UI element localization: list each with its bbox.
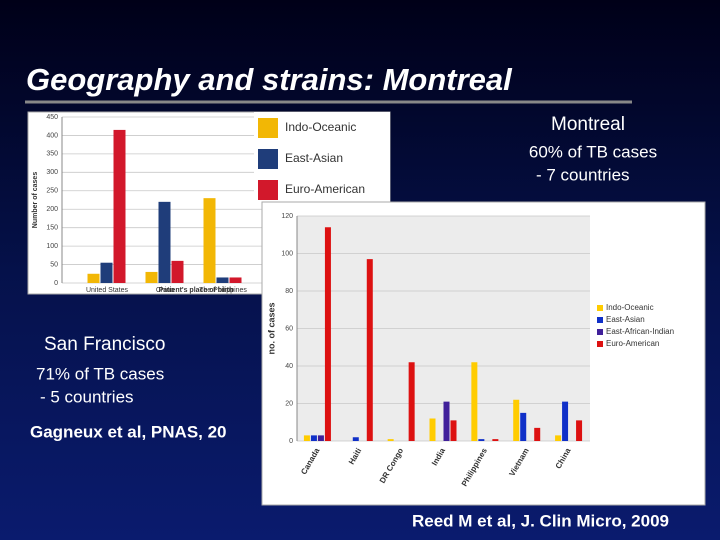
bar — [387, 439, 394, 441]
legend-swatch — [597, 329, 603, 335]
legend-label: Euro-American — [606, 339, 659, 348]
y-tick-label: 100 — [46, 243, 58, 250]
legend-label: East-Asian — [606, 315, 645, 324]
y-tick-label: 200 — [46, 206, 58, 213]
y-tick-label: 20 — [285, 400, 293, 407]
bar — [520, 412, 527, 441]
legend-swatch — [597, 341, 603, 347]
bar — [555, 435, 562, 441]
y-tick-label: 350 — [46, 151, 58, 158]
legend-label: Indo-Oceanic — [606, 303, 654, 312]
chart-sf: 0 50 100 150 200 250 300 350 400 450 Number of cas… — [27, 111, 391, 295]
legend-swatch — [597, 317, 603, 323]
bar — [229, 277, 242, 283]
bar — [450, 420, 457, 441]
y-tick-label: 300 — [46, 169, 58, 176]
y-tick-label: 120 — [281, 213, 293, 220]
bar — [408, 362, 415, 441]
citation: Gagneux et al, PNAS, 20 — [30, 422, 227, 441]
y-tick-label: 100 — [281, 250, 293, 257]
bar — [310, 435, 317, 441]
bar — [171, 260, 184, 283]
y-tick-label: 0 — [289, 438, 293, 445]
x-tick-label: The Philippines — [199, 287, 247, 294]
bar — [478, 439, 485, 441]
y-tick-label: 0 — [54, 280, 58, 287]
bar — [203, 198, 216, 283]
sf-line: - 5 countries — [40, 387, 134, 406]
citation: Reed M et al, J. Clin Micro, 2009 — [412, 511, 669, 530]
y-axis-label: no. of cases — [266, 302, 276, 354]
slide-title: Geography and strains: Montreal — [26, 62, 513, 97]
bar — [534, 427, 541, 441]
y-tick-label: 40 — [285, 363, 293, 370]
legend-label: East-African-Indian — [606, 327, 674, 336]
legend-label: Indo-Oceanic — [285, 120, 356, 134]
sf-line: 71% of TB cases — [36, 364, 164, 383]
bar — [100, 262, 113, 283]
y-axis-label: Number of cases — [32, 172, 39, 229]
legend-swatch — [597, 305, 603, 311]
legend-label: Euro-American — [285, 182, 365, 196]
bar — [562, 401, 569, 441]
legend-label: East-Asian — [285, 151, 343, 165]
x-axis-label: Patient's place of birth — [159, 287, 234, 294]
bar — [216, 277, 229, 283]
bar — [443, 401, 450, 441]
montreal-line: - 7 countries — [536, 165, 630, 184]
legend-swatch — [258, 180, 278, 200]
y-tick-label: 60 — [285, 325, 293, 332]
y-tick-label: 450 — [46, 114, 58, 121]
x-tick-label: United States — [86, 287, 129, 294]
bar — [158, 201, 171, 283]
bar — [492, 439, 499, 441]
bar — [324, 227, 331, 441]
montreal-line: 60% of TB cases — [529, 142, 657, 161]
legend-swatch — [258, 118, 278, 138]
legend-swatch — [258, 149, 278, 169]
y-tick-label: 150 — [46, 225, 58, 232]
bar — [145, 271, 158, 283]
y-tick-label: 400 — [46, 132, 58, 139]
y-tick-label: 50 — [50, 261, 58, 268]
bar — [113, 129, 126, 283]
y-tick-label: 80 — [285, 288, 293, 295]
bar — [317, 435, 324, 441]
bar — [303, 435, 310, 441]
bar — [87, 273, 100, 283]
bar — [429, 418, 436, 441]
x-tick-label: China — [156, 287, 174, 294]
sf-heading: San Francisco — [44, 334, 165, 355]
bar — [352, 437, 359, 441]
y-tick-label: 250 — [46, 188, 58, 195]
bar — [366, 259, 373, 441]
bar — [471, 362, 478, 441]
bar — [576, 420, 583, 441]
montreal-heading: Montreal — [551, 114, 625, 135]
bar — [513, 399, 520, 441]
